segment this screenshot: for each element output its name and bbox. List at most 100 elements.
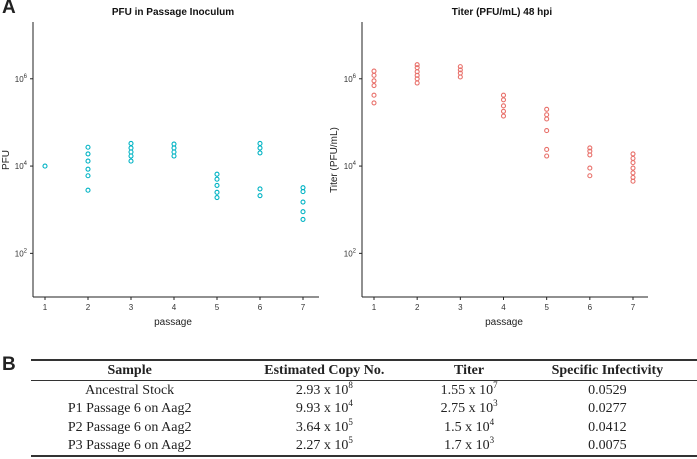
x-tick-label: 6 (588, 303, 593, 312)
cell-infectivity: 0.0277 (588, 401, 627, 417)
data-point (414, 62, 420, 68)
y-axis-label: PFU (1, 150, 12, 170)
data-point (128, 158, 134, 164)
specific-infectivity-table: Sample Estimated Copy No. Titer Specific… (31, 359, 697, 457)
header-copy-number: Estimated Copy No. (228, 359, 421, 381)
data-point (371, 92, 377, 98)
data-point (85, 151, 91, 157)
titer-chart: Titer (PFU/mL) 48 hpi Titer (PFU/mL) pas… (330, 7, 648, 328)
cell-titer: 1.5 x 104 (444, 416, 495, 435)
cell-titer: 1.7 x 103 (420, 436, 518, 457)
data-point (500, 97, 507, 103)
data-point (128, 149, 134, 155)
data-point (457, 70, 463, 76)
cell-copy-number: 2.93 x 108 (295, 379, 353, 398)
panel-b-label: B (2, 354, 16, 375)
data-point (85, 144, 91, 150)
data-point (414, 80, 420, 86)
data-point (128, 140, 134, 146)
header-sample: Sample (31, 359, 229, 381)
header-titer: Titer (420, 359, 518, 381)
data-point (257, 186, 263, 192)
x-tick-label: 7 (301, 303, 306, 312)
data-point (214, 176, 220, 182)
x-axis-label: passage (485, 317, 523, 328)
data-point (630, 155, 636, 161)
data-point (128, 153, 134, 159)
data-point (85, 173, 91, 179)
data-points (371, 62, 636, 184)
data-point (544, 116, 550, 122)
x-axis-label: passage (154, 317, 192, 328)
data-point (544, 153, 550, 159)
y-tick-label: 104 (344, 161, 357, 171)
data-point (171, 153, 177, 159)
x-tick-label: 1 (43, 303, 48, 312)
data-point (85, 187, 91, 193)
cell-titer: 2.75 x 103 (440, 398, 498, 417)
data-point (630, 160, 636, 166)
data-point (371, 82, 377, 89)
chart-axes (32, 22, 319, 298)
header-specific-infectivity: Specific Infectivity (517, 359, 697, 381)
y-tick-label: 102 (15, 248, 28, 258)
data-point (371, 68, 377, 74)
y-ticks: 102 104 106 (15, 74, 33, 258)
y-ticks: 102 104 106 (344, 74, 362, 258)
cell-copy-number: 3.64 x 105 (295, 416, 353, 435)
data-point (128, 145, 134, 151)
cell-sample: P2 Passage 6 on Aag2 (67, 419, 192, 435)
cell-copy-number: 2.27 x 105 (228, 436, 421, 457)
data-point (587, 145, 593, 151)
y-axis-label: Titer (PFU/mL) (330, 127, 340, 193)
y-tick-label: 106 (15, 74, 28, 84)
x-ticks: 1 2 3 4 5 6 7 (372, 297, 636, 312)
data-point (630, 151, 636, 157)
table-row: Ancestral Stock 2.93 x 108 1.55 x 107 0.… (31, 379, 697, 400)
data-point (587, 165, 593, 171)
data-point (257, 193, 263, 199)
data-point (300, 199, 306, 205)
x-tick-label: 7 (631, 303, 636, 312)
data-point (300, 216, 306, 222)
table-row: P1 Passage 6 on Aag2 9.93 x 104 2.75 x 1… (31, 398, 697, 419)
data-point (544, 112, 550, 118)
x-tick-label: 4 (501, 303, 506, 312)
y-tick-label: 102 (344, 248, 357, 258)
data-point (544, 128, 550, 134)
data-point (214, 189, 220, 195)
data-point (500, 108, 507, 114)
cell-copy-number: 9.93 x 104 (295, 398, 353, 417)
y-tick-label: 106 (344, 74, 357, 84)
x-ticks: 1 2 3 4 5 6 7 (43, 297, 306, 312)
cell-sample: P1 Passage 6 on Aag2 (67, 401, 192, 417)
data-point (587, 173, 593, 179)
chart-title: PFU in Passage Inoculum (112, 7, 234, 18)
data-point (587, 148, 593, 154)
panel-a-label: A (2, 0, 16, 18)
data-point (544, 106, 550, 112)
cell-infectivity: 0.0529 (588, 382, 627, 398)
data-point (257, 140, 263, 146)
data-point (630, 174, 636, 180)
pfu-inoculum-chart: PFU in Passage Inoculum PFU passage 1021… (1, 7, 319, 328)
data-point (371, 100, 377, 106)
data-point (257, 150, 263, 156)
chart-title: Titer (PFU/mL) 48 hpi (452, 7, 553, 18)
data-point (257, 145, 263, 151)
data-point (85, 158, 91, 164)
cell-infectivity: 0.0075 (517, 436, 697, 457)
x-tick-label: 2 (86, 303, 91, 312)
x-tick-label: 5 (215, 303, 220, 312)
x-tick-label: 3 (129, 303, 134, 312)
data-point (630, 165, 636, 171)
data-point (630, 170, 636, 176)
data-point (85, 166, 91, 172)
data-point (300, 209, 306, 215)
data-point (371, 78, 377, 84)
cell-sample: Ancestral Stock (85, 382, 175, 398)
data-point (214, 182, 220, 188)
cell-infectivity: 0.0412 (588, 419, 627, 435)
data-point (414, 65, 420, 71)
cell-titer: 1.55 x 107 (440, 379, 498, 398)
